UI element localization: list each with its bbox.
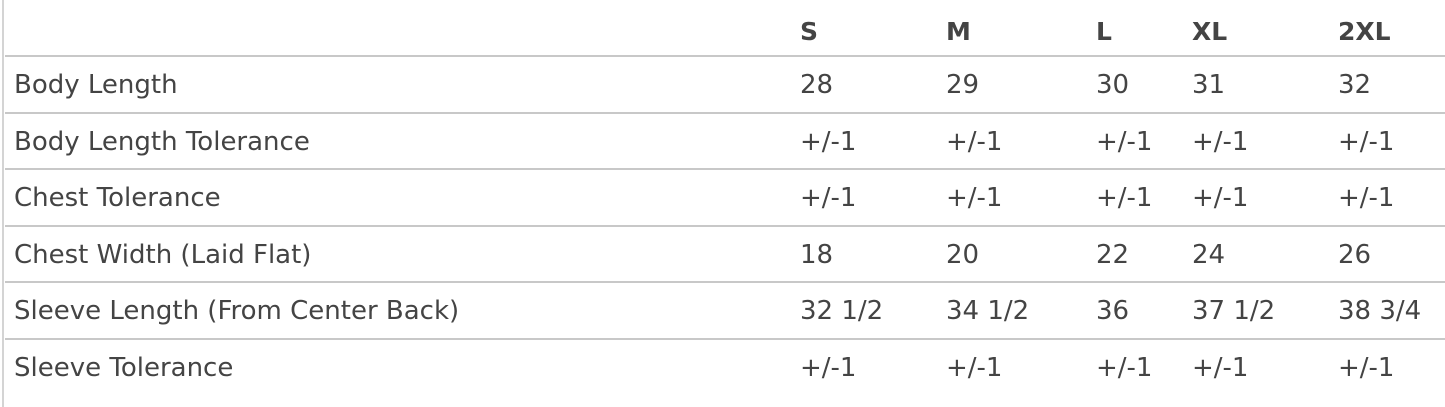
table-cell: +/-1 (1338, 183, 1395, 214)
column-header: XL (1192, 17, 1228, 46)
table-cell: 29 (946, 70, 980, 100)
table-row: Chest Width (Laid Flat) 18 20 22 24 26 (5, 224, 1445, 283)
table-cell: +/-1 (1192, 126, 1249, 157)
table-cell: 32 1/2 (800, 296, 884, 327)
table-cell: +/-1 (1096, 353, 1153, 383)
table-row: Chest Tolerance +/-1 +/-1 +/-1 +/-1 +/-1 (5, 168, 1445, 226)
table-cell: +/-1 (1096, 183, 1153, 214)
table-cell: 18 (800, 239, 834, 270)
table-cell: +/-1 (1338, 353, 1395, 383)
row-label: Sleeve Length (From Center Back) (14, 296, 460, 327)
table-cell: 28 (800, 70, 834, 100)
table-cell: 30 (1096, 70, 1130, 100)
table-row: Sleeve Length (From Center Back) 32 1/2 34… (5, 281, 1445, 339)
row-label: Body Length Tolerance (14, 126, 310, 157)
table-cell: 38 3/4 (1338, 296, 1422, 327)
row-label: Chest Tolerance (14, 183, 221, 214)
table-cell: 32 (1338, 70, 1372, 100)
table-cell: 26 (1338, 239, 1372, 270)
table-left-border (2, 0, 4, 407)
table-cell: +/-1 (1338, 126, 1395, 157)
table-cell: +/-1 (946, 126, 1003, 157)
table-cell: +/-1 (946, 183, 1003, 214)
table-cell: 31 (1192, 70, 1226, 100)
table-cell: +/-1 (946, 353, 1003, 383)
table-cell: 37 1/2 (1192, 296, 1276, 327)
table-cell: 22 (1096, 239, 1130, 270)
column-header: L (1096, 17, 1112, 46)
column-header: S (800, 17, 819, 46)
table-row: Body Length Tolerance +/-1 +/-1 +/-1 +/-1 +/-… (5, 111, 1445, 170)
column-header: 2XL (1338, 17, 1391, 46)
column-header: M (946, 17, 971, 46)
table-cell: 20 (946, 239, 980, 270)
row-label: Sleeve Tolerance (14, 353, 234, 383)
table-header-row: S M L XL 2XL (5, 0, 1445, 56)
table-cell: +/-1 (800, 353, 857, 383)
table-cell: +/-1 (1096, 126, 1153, 157)
row-label: Body Length (14, 70, 178, 100)
table-cell: +/-1 (1192, 183, 1249, 214)
table-cell: 24 (1192, 239, 1226, 270)
table-cell: 36 (1096, 296, 1130, 327)
row-label: Chest Width (Laid Flat) (14, 239, 312, 270)
table-cell: +/-1 (800, 183, 857, 214)
table-row: Sleeve Tolerance +/-1 +/-1 +/-1 +/-1 +/-1 (5, 338, 1445, 396)
table-cell: 34 1/2 (946, 296, 1030, 327)
table-cell: +/-1 (1192, 353, 1249, 383)
table-cell: +/-1 (800, 126, 857, 157)
table-row: Body Length 28 29 30 31 32 (5, 55, 1445, 113)
